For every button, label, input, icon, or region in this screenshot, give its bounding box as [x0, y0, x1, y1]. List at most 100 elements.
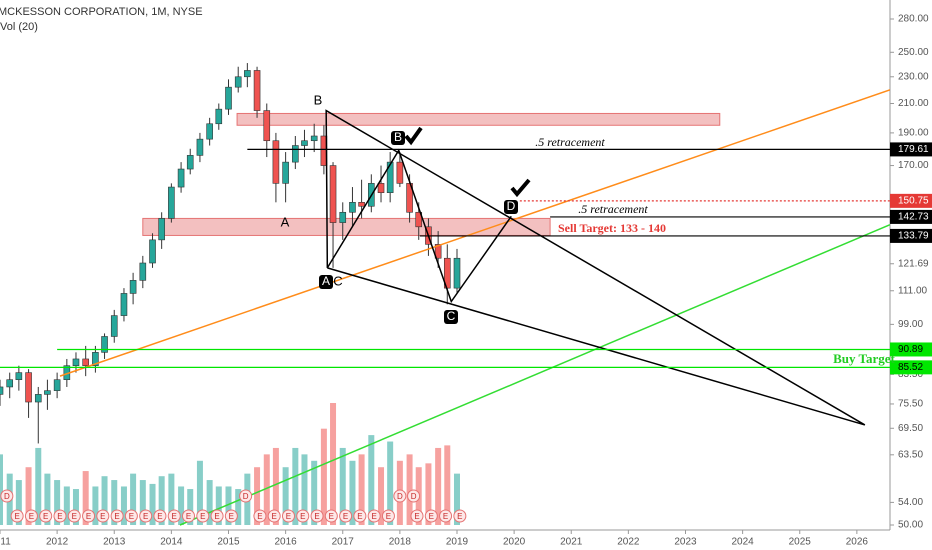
candle-body	[310, 135, 318, 142]
candle-body	[272, 140, 280, 184]
event-label: D	[4, 492, 10, 501]
event-marker	[367, 509, 381, 523]
event-marker	[393, 489, 407, 503]
volume-bar	[120, 486, 127, 525]
volume-bar	[72, 489, 79, 525]
y-tick-label: 190.00	[898, 128, 929, 139]
event-label: E	[72, 512, 77, 521]
candle-body	[129, 280, 137, 294]
annotation: .5 retracement	[535, 135, 605, 149]
candle-body	[25, 372, 32, 403]
event-label: E	[371, 512, 376, 521]
volume-bar	[263, 454, 270, 525]
annotation: C	[447, 309, 456, 323]
event-marker	[153, 509, 167, 523]
price-label: 150.75	[898, 195, 929, 206]
volume-bar	[339, 447, 346, 525]
volume-bar	[387, 441, 394, 525]
volume-bar	[101, 476, 108, 525]
annotation: A	[322, 274, 330, 288]
x-tick-label: 2015	[217, 537, 240, 548]
volume-bar	[130, 473, 137, 525]
event-label: E	[29, 512, 34, 521]
candle-body	[0, 386, 4, 395]
event-marker	[82, 509, 96, 523]
candle-body	[101, 336, 108, 353]
y-tick-label: 99.00	[898, 319, 923, 330]
candle-body	[377, 183, 385, 193]
volume-bar	[111, 480, 118, 525]
event-marker	[424, 509, 438, 523]
candle-body	[206, 123, 213, 140]
point-label-box	[444, 310, 458, 324]
annotation: Sell Target: 133 - 140	[558, 221, 666, 235]
price-label: 179.61	[898, 144, 929, 155]
candle-body	[386, 161, 394, 193]
volume-bar	[425, 463, 432, 525]
candle-body	[349, 202, 356, 213]
y-tick-label: 50.00	[898, 520, 923, 531]
volume-bar	[92, 486, 99, 525]
event-label: E	[386, 512, 391, 521]
event-label: E	[214, 512, 219, 521]
candle-body	[415, 211, 423, 228]
candle-body	[15, 372, 23, 381]
event-marker	[10, 509, 24, 523]
y-tick-label: 75.50	[898, 399, 923, 410]
event-marker	[439, 509, 453, 523]
event-marker	[267, 509, 281, 523]
event-marker	[210, 509, 224, 523]
annotation: .5 retracement	[578, 202, 648, 216]
candle-body	[225, 86, 232, 110]
trend-line	[59, 89, 890, 377]
y-tick-label: 280.00	[898, 14, 929, 25]
event-label: E	[172, 512, 177, 521]
volume-bar	[225, 486, 232, 525]
x-tick-label: 2011	[0, 537, 11, 548]
candle-body	[453, 257, 461, 289]
price-label: 85.52	[898, 362, 923, 373]
event-label: E	[329, 512, 334, 521]
event-marker	[67, 509, 81, 523]
price-label: 90.89	[898, 344, 923, 355]
y-tick-label: 54.00	[898, 497, 923, 508]
volume-bar	[349, 460, 356, 525]
candle-body	[92, 352, 99, 367]
event-marker	[296, 509, 310, 523]
event-marker	[39, 509, 53, 523]
candle-body	[434, 244, 442, 259]
volume-bar	[435, 447, 442, 525]
annotation: A	[281, 214, 290, 229]
x-tick-label: 2018	[389, 537, 412, 548]
candle-body	[44, 390, 51, 395]
event-label: E	[100, 512, 105, 521]
event-label: E	[114, 512, 119, 521]
point-label-box	[391, 131, 405, 145]
volume-bar	[35, 447, 42, 525]
event-marker	[239, 489, 253, 503]
candle-body	[120, 293, 128, 316]
y-tick-label: 230.00	[898, 71, 929, 82]
check-mark	[404, 126, 423, 146]
volume-bar	[406, 454, 413, 525]
volume-bar	[178, 486, 185, 525]
price-label-box	[890, 228, 932, 243]
event-label: E	[457, 512, 462, 521]
price-label-box	[890, 360, 932, 375]
event-label: E	[86, 512, 91, 521]
event-label: D	[397, 492, 403, 501]
event-marker	[167, 509, 181, 523]
volume-bar	[292, 447, 299, 525]
price-label: 142.73	[898, 212, 929, 223]
price-label-box	[890, 342, 932, 357]
event-label: E	[200, 512, 205, 521]
volume-label: Vol (20)	[0, 21, 38, 33]
event-marker	[124, 509, 138, 523]
event-label: E	[129, 512, 134, 521]
event-label: E	[57, 512, 62, 521]
volume-bar	[215, 486, 222, 525]
point-label-box	[504, 200, 518, 214]
event-label: E	[443, 512, 448, 521]
volume-bar	[311, 460, 318, 525]
event-label: E	[414, 512, 419, 521]
